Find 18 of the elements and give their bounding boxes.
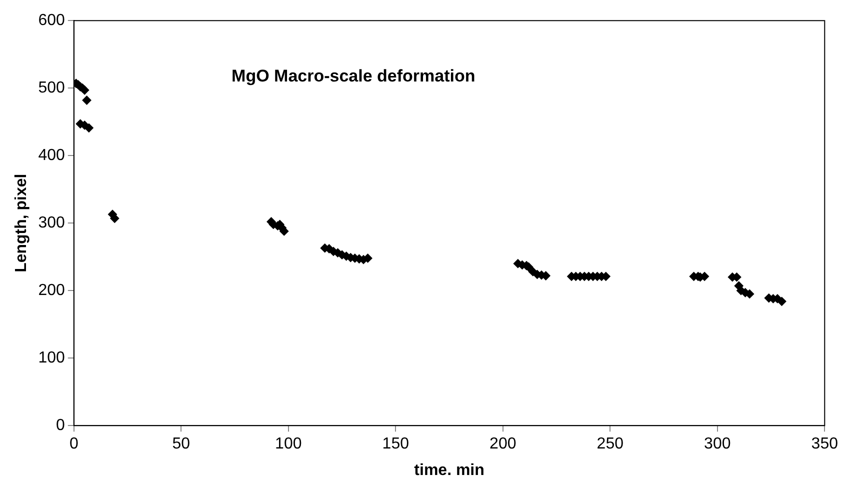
y-tick-label: 100 xyxy=(38,350,65,367)
x-tick-label: 0 xyxy=(69,436,78,453)
y-tick-label: 400 xyxy=(38,147,65,164)
x-tick-label: 100 xyxy=(275,436,302,453)
x-axis-title: time. min xyxy=(414,462,484,479)
y-tick-label: 600 xyxy=(38,12,65,30)
x-tick-label: 250 xyxy=(596,436,624,453)
x-tick-label: 200 xyxy=(490,436,516,453)
y-axis-title: Length, pixel xyxy=(13,174,30,272)
y-tick-label: 0 xyxy=(56,417,65,434)
y-tick-label: 500 xyxy=(38,80,65,97)
x-tick-label: 150 xyxy=(382,436,410,453)
text: MgO Macro-scale deformation xyxy=(232,66,476,86)
x-tick-label: 350 xyxy=(811,436,838,453)
y-tick-label: 300 xyxy=(38,214,65,232)
x-tick-label: 50 xyxy=(172,436,190,453)
y-tick-label: 200 xyxy=(38,282,65,300)
x-tick-label: 300 xyxy=(704,436,731,453)
